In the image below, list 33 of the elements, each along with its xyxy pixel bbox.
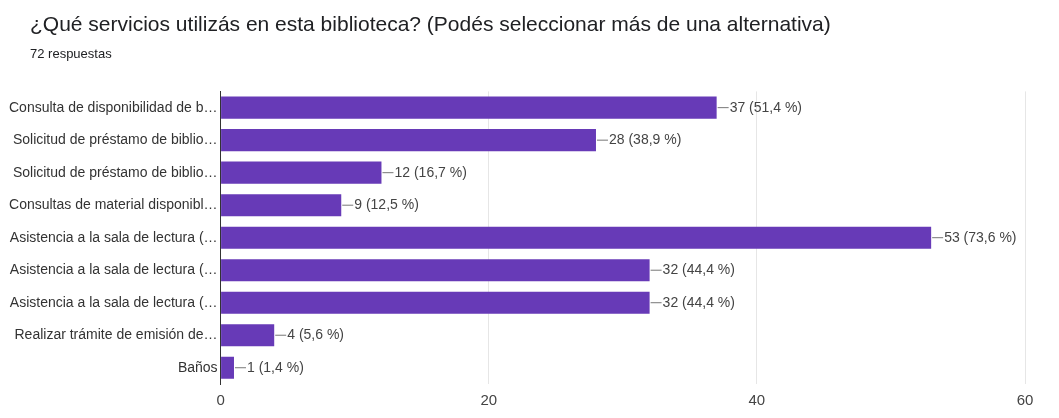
bar: [221, 129, 596, 152]
y-tick-label: Consulta de disponibilidad de b…: [8, 98, 218, 115]
bar: [221, 356, 234, 379]
x-tick-label: 0: [216, 391, 225, 409]
data-label: 53 (73,6 %): [944, 228, 1017, 245]
x-tick-label: 40: [748, 391, 766, 409]
y-tick-label: Consultas de material disponibl…: [9, 196, 218, 213]
y-tick-label: Asistencia a la sala de lectura (…: [9, 293, 218, 310]
y-tick-label: Solicitud de préstamo de biblio…: [12, 163, 218, 180]
bar: [221, 259, 650, 282]
y-tick-label: Asistencia a la sala de lectura (…: [9, 261, 218, 278]
y-tick-label: Solicitud de préstamo de biblio…: [12, 131, 218, 148]
y-tick-label: Asistencia a la sala de lectura (…: [9, 228, 218, 245]
y-tick-label: Baños: [177, 358, 218, 375]
chart-title: ¿Qué servicios utilizás en esta biblioteca? (Podés seleccionar más de una alternativa): [30, 12, 831, 36]
data-label: 12 (16,7 %): [394, 163, 467, 180]
y-tick-label: Realizar trámite de emisión de…: [14, 326, 218, 343]
x-tick-label: 20: [480, 391, 498, 409]
data-label: 37 (51,4 %): [729, 98, 803, 115]
bar: [221, 291, 650, 314]
data-label: 9 (12,5 %): [354, 196, 419, 213]
bar: [221, 96, 717, 119]
bar: [221, 226, 932, 249]
data-label: 1 (1,4 %): [246, 358, 304, 375]
bar: [221, 161, 382, 184]
bar: [221, 324, 275, 347]
data-label: 32 (44,4 %): [662, 261, 735, 278]
data-label: 28 (38,9 %): [608, 131, 682, 148]
data-label: 32 (44,4 %): [662, 293, 735, 310]
text: 72 respuestas: [30, 46, 112, 61]
x-tick-label: 60: [1016, 391, 1034, 409]
bar: [221, 194, 342, 217]
data-label: 4 (5,6 %): [287, 326, 345, 343]
